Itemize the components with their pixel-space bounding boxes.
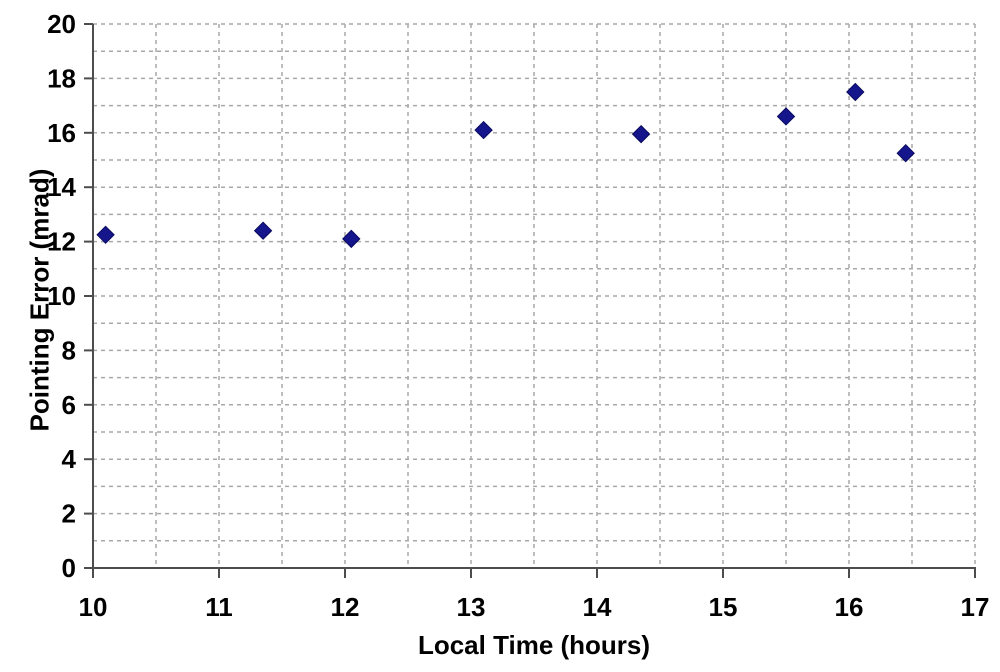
y-tick-label: 6	[62, 390, 76, 420]
y-tick-label: 16	[47, 118, 76, 148]
y-tick-label: 10	[47, 281, 76, 311]
x-tick-label: 11	[205, 592, 233, 622]
x-tick-label: 16	[835, 592, 864, 622]
x-tick-label: 12	[331, 592, 360, 622]
y-tick-label: 4	[62, 444, 77, 474]
x-tick-label: 17	[961, 592, 990, 622]
y-tick-label: 0	[62, 553, 76, 583]
y-tick-label: 18	[47, 63, 76, 93]
x-axis-title: Local Time (hours)	[417, 630, 651, 660]
y-tick-label: 8	[62, 335, 76, 365]
y-tick-label: 12	[47, 227, 76, 257]
data-point-marker	[96, 225, 115, 245]
y-tick-label: 2	[62, 499, 76, 529]
x-tick-label: 13	[457, 592, 486, 622]
y-tick-label: 14	[47, 172, 76, 202]
x-tick-label: 14	[583, 592, 612, 622]
data-point-marker	[631, 124, 651, 144]
x-tick-label: 15	[709, 592, 738, 622]
x-tick-label: 10	[79, 592, 108, 622]
data-point-marker	[776, 107, 796, 126]
data-point-marker	[896, 143, 915, 163]
data-point-marker	[846, 82, 865, 102]
y-tick-label: 20	[47, 9, 76, 39]
data-point-marker	[253, 221, 273, 240]
y-axis-title: Pointing Error (mrad)	[24, 168, 55, 432]
data-point-marker	[474, 120, 493, 140]
data-point-marker	[342, 229, 361, 249]
